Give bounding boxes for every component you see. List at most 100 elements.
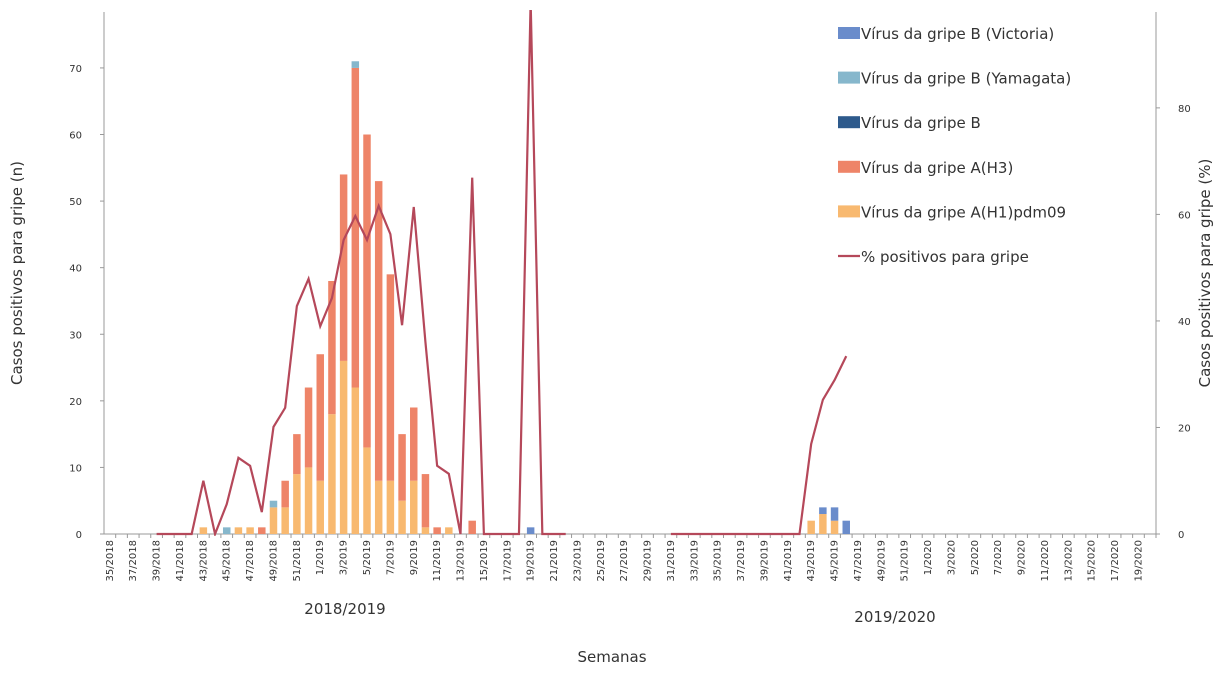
y-tick-label: 10 [69, 463, 82, 474]
x-tick-label: 19/2019 [526, 540, 537, 582]
season-label: 2019/2020 [854, 608, 935, 626]
bar-segment [328, 280, 336, 415]
bar-segment [269, 507, 278, 534]
legend-swatch [838, 27, 860, 39]
legend-swatch [838, 205, 860, 218]
x-tick-label: 31/2019 [666, 540, 677, 582]
x-tick-label: 45/2019 [830, 540, 841, 582]
y-tick-label: 0 [76, 530, 82, 541]
bar-segment [293, 434, 301, 475]
x-tick-label: 47/2019 [853, 540, 864, 582]
x-tick-label: 1/2019 [315, 540, 326, 575]
bar-segment [386, 274, 395, 481]
bar-segment [386, 480, 395, 534]
bar-segment [351, 387, 360, 534]
bar-segment [421, 527, 430, 534]
bar-segment [445, 527, 453, 534]
x-tick-label: 3/2019 [339, 540, 350, 575]
x-tick-label: 13/2020 [1063, 540, 1074, 582]
x-tick-label: 23/2019 [572, 540, 583, 582]
x-tick-label: 21/2019 [549, 540, 560, 582]
bar-segment [819, 507, 827, 515]
x-tick-label: 7/2019 [385, 540, 396, 575]
x-tick-label: 39/2018 [152, 540, 163, 582]
bar-segment [281, 480, 289, 508]
bar-segment [842, 520, 850, 534]
line-series [156, 10, 848, 536]
x-tick-label: 51/2019 [900, 540, 911, 582]
x-tick-label: 35/2019 [713, 540, 724, 582]
bar-segment [410, 407, 418, 481]
bar-segment [374, 480, 383, 534]
y2-tick-label: 20 [1178, 423, 1191, 434]
bar-segment [281, 507, 289, 534]
x-tick-label: 49/2018 [268, 540, 279, 582]
bar-segment [363, 134, 371, 448]
x-tick-label: 35/2018 [105, 540, 116, 582]
y2-axis-title: Casos positivos para gripe (%) [1196, 159, 1214, 388]
legend-label: Vírus da gripe B (Victoria) [861, 25, 1054, 43]
y-tick-label: 60 [69, 131, 82, 142]
legend-label: Vírus da gripe A(H3) [861, 159, 1013, 177]
bar-segment [258, 527, 266, 534]
bar-segment [410, 480, 418, 534]
bar-segment [421, 474, 430, 528]
x-tick-label: 45/2018 [222, 540, 233, 582]
y-tick-label: 70 [69, 64, 82, 75]
bar-segment [398, 500, 406, 534]
x-tick-label: 3/2020 [946, 540, 957, 575]
bar-segment [269, 500, 278, 508]
season-label: 2018/2019 [304, 600, 385, 618]
y2-tick-label: 80 [1178, 104, 1191, 115]
legend-label: Vírus da gripe B (Yamagata) [861, 70, 1071, 88]
bar-segment [374, 181, 383, 481]
bar-segment [328, 414, 336, 534]
legend-swatch [838, 160, 860, 173]
bar-segment [830, 507, 839, 521]
x-tick-label: 51/2018 [292, 540, 303, 582]
x-tick-label: 11/2019 [432, 540, 443, 582]
bar-segment [398, 434, 406, 501]
x-tick-label: 43/2019 [806, 540, 817, 582]
x-tick-label: 15/2020 [1087, 540, 1098, 582]
bar-segment [234, 527, 243, 534]
x-tick-label: 41/2019 [783, 540, 794, 582]
legend-swatch [838, 116, 860, 129]
x-tick-label: 29/2019 [643, 540, 654, 582]
x-tick-label: 7/2020 [993, 540, 1004, 575]
legend-label: Vírus da gripe B [861, 114, 981, 132]
x-tick-label: 27/2019 [619, 540, 630, 582]
bar-segment [433, 527, 441, 534]
bar-segment [339, 174, 348, 361]
bar-segment [246, 527, 254, 534]
x-tick-label: 47/2018 [245, 540, 256, 582]
x-tick-label: 5/2020 [970, 540, 981, 575]
bar-segment [807, 520, 815, 534]
x-tick-label: 13/2019 [456, 540, 467, 582]
bar-segment [363, 447, 371, 534]
x-tick-label: 17/2019 [502, 540, 513, 582]
x-tick-label: 41/2018 [175, 540, 186, 582]
y-axis-title: Casos positivos para gripe (n) [8, 161, 26, 385]
y-tick-label: 20 [69, 397, 82, 408]
y2-tick-label: 0 [1178, 530, 1184, 541]
x-tick-label: 19/2020 [1133, 540, 1144, 582]
legend-label: % positivos para gripe [861, 248, 1029, 266]
bar-segment [351, 61, 360, 68]
x-tick-label: 25/2019 [596, 540, 607, 582]
bar-segment [304, 467, 313, 534]
bar-segment [316, 354, 324, 481]
x-axis-title: Semanas [577, 648, 646, 666]
x-tick-label: 37/2018 [128, 540, 139, 582]
bar-segment [222, 527, 231, 534]
y-tick-label: 40 [69, 264, 82, 275]
x-tick-label: 11/2020 [1040, 540, 1051, 582]
y-tick-label: 50 [69, 197, 82, 208]
x-tick-label: 9/2020 [1017, 540, 1028, 575]
bar-segment [293, 474, 301, 534]
x-tick-label: 1/2020 [923, 540, 934, 575]
x-tick-label: 5/2019 [362, 540, 373, 575]
y2-tick-label: 60 [1178, 210, 1191, 221]
y2-tick-label: 40 [1178, 317, 1191, 328]
